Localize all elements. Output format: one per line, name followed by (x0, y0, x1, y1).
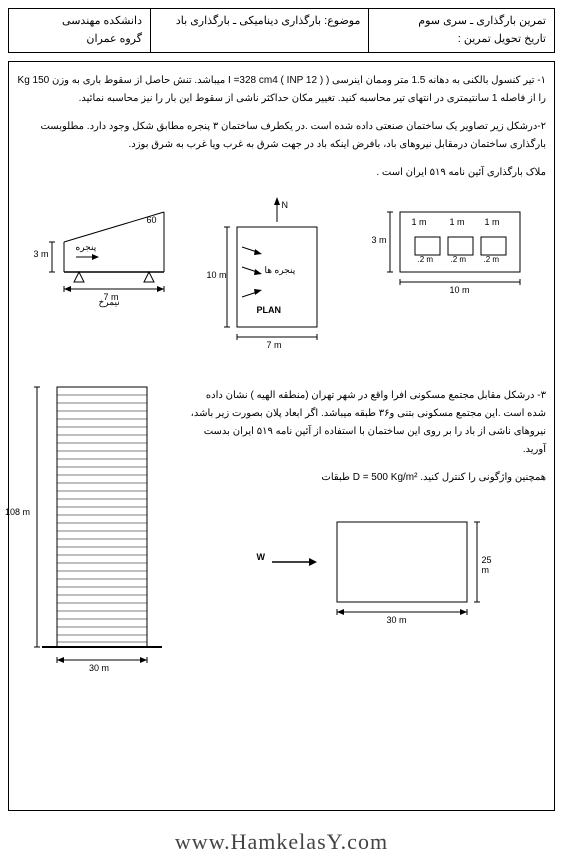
elev-2m-3: .2 m (484, 255, 500, 264)
p2-text: ۲-درشکل زیر تصاویر یک ساختمان صنعتی داده… (40, 121, 546, 150)
tower-svg (17, 377, 167, 677)
hdr-subject: موضوع: بارگذاری دینامیکی ـ بارگذاری باد (159, 13, 360, 31)
prof-window: پنجره (76, 242, 97, 253)
hdr-dept: گروه عمران (17, 31, 142, 49)
plan30-h: 25 m (482, 555, 497, 575)
header-cell-3: دانشکده مهندسی گروه عمران (9, 9, 151, 53)
tower-h: 108 m (5, 507, 30, 517)
hdr-faculty: دانشکده مهندسی (17, 13, 142, 31)
diagram-profile: 3 m 7 m 60 پنجره نیمرخ (34, 197, 174, 317)
hdr-date: تاریخ تحویل تمرین : (377, 31, 546, 49)
header-cell-2: موضوع: بارگذاری دینامیکی ـ بارگذاری باد (150, 9, 368, 53)
plan30-w30: 30 m (387, 615, 407, 625)
tower-w: 30 m (89, 663, 109, 673)
plan-h: 10 m (207, 270, 227, 280)
content-frame: ۱- تیر کنسول بالکنی به دهانه 1.5 متر ومم… (8, 61, 555, 811)
header-cell-1: تمرین بارگذاری ـ سری سوم تاریخ تحویل تمر… (369, 9, 555, 53)
plan30-w-label: W (257, 552, 266, 562)
problem3-right: ۳- درشکل مقابل مجتمع مسکونی افرا واقع در… (187, 377, 546, 637)
page-root: تمرین بارگذاری ـ سری سوم تاریخ تحویل تمر… (0, 0, 563, 819)
p3-text2: همچنین واژگونی را کنترل کنید. D = 500 Kg… (187, 469, 546, 487)
diagram-elevation: 3 m 10 m 1 m 1 m 1 m .2 m .2 m .2 m (370, 197, 530, 307)
prof-h: 3 m (34, 249, 49, 259)
elev-h: 3 m (372, 235, 387, 245)
plan30-svg (237, 507, 497, 637)
prof-label: نیمرخ (99, 297, 120, 308)
footer-url: www.HamkelasY.com (0, 829, 563, 855)
diagram-tower: 108 m 30 m (17, 377, 167, 677)
plan-label: PLAN (257, 305, 282, 315)
elev-1m-2: 1 m (450, 217, 465, 227)
elev-1m-1: 1 m (412, 217, 427, 227)
prof-60: 60 (147, 215, 157, 225)
problem-2: ۲-درشکل زیر تصاویر یک ساختمان صنعتی داده… (17, 118, 546, 154)
problem-1: ۱- تیر کنسول بالکنی به دهانه 1.5 متر ومم… (17, 72, 546, 108)
elev-w: 10 m (450, 285, 470, 295)
hdr-title: تمرین بارگذاری ـ سری سوم (377, 13, 546, 31)
elev-2m-2: .2 m (451, 255, 467, 264)
plan-w: 7 m (267, 340, 282, 350)
p3-text: ۳- درشکل مقابل مجتمع مسکونی افرا واقع در… (187, 387, 546, 459)
problem3-row: 108 m 30 m ۳- درشکل مقابل مجتمع مسکونی ا… (17, 377, 546, 677)
diagrams-row: 3 m 10 m 1 m 1 m 1 m .2 m .2 m .2 m (17, 197, 546, 357)
problem-2b: ملاک بارگذاری آئین نامه ۵۱۹ ایران است . (17, 164, 546, 182)
diagram-plan30x25: W 25 m 30 m (237, 507, 497, 637)
diagram-plan: N 10 m 7 m PLAN پنجره ها (207, 197, 337, 357)
plan-windows: پنجره ها (265, 265, 296, 276)
header-table: تمرین بارگذاری ـ سری سوم تاریخ تحویل تمر… (8, 8, 555, 53)
elev-1m-3: 1 m (485, 217, 500, 227)
plan-n: N (282, 200, 289, 210)
elev-2m-1: .2 m (418, 255, 434, 264)
